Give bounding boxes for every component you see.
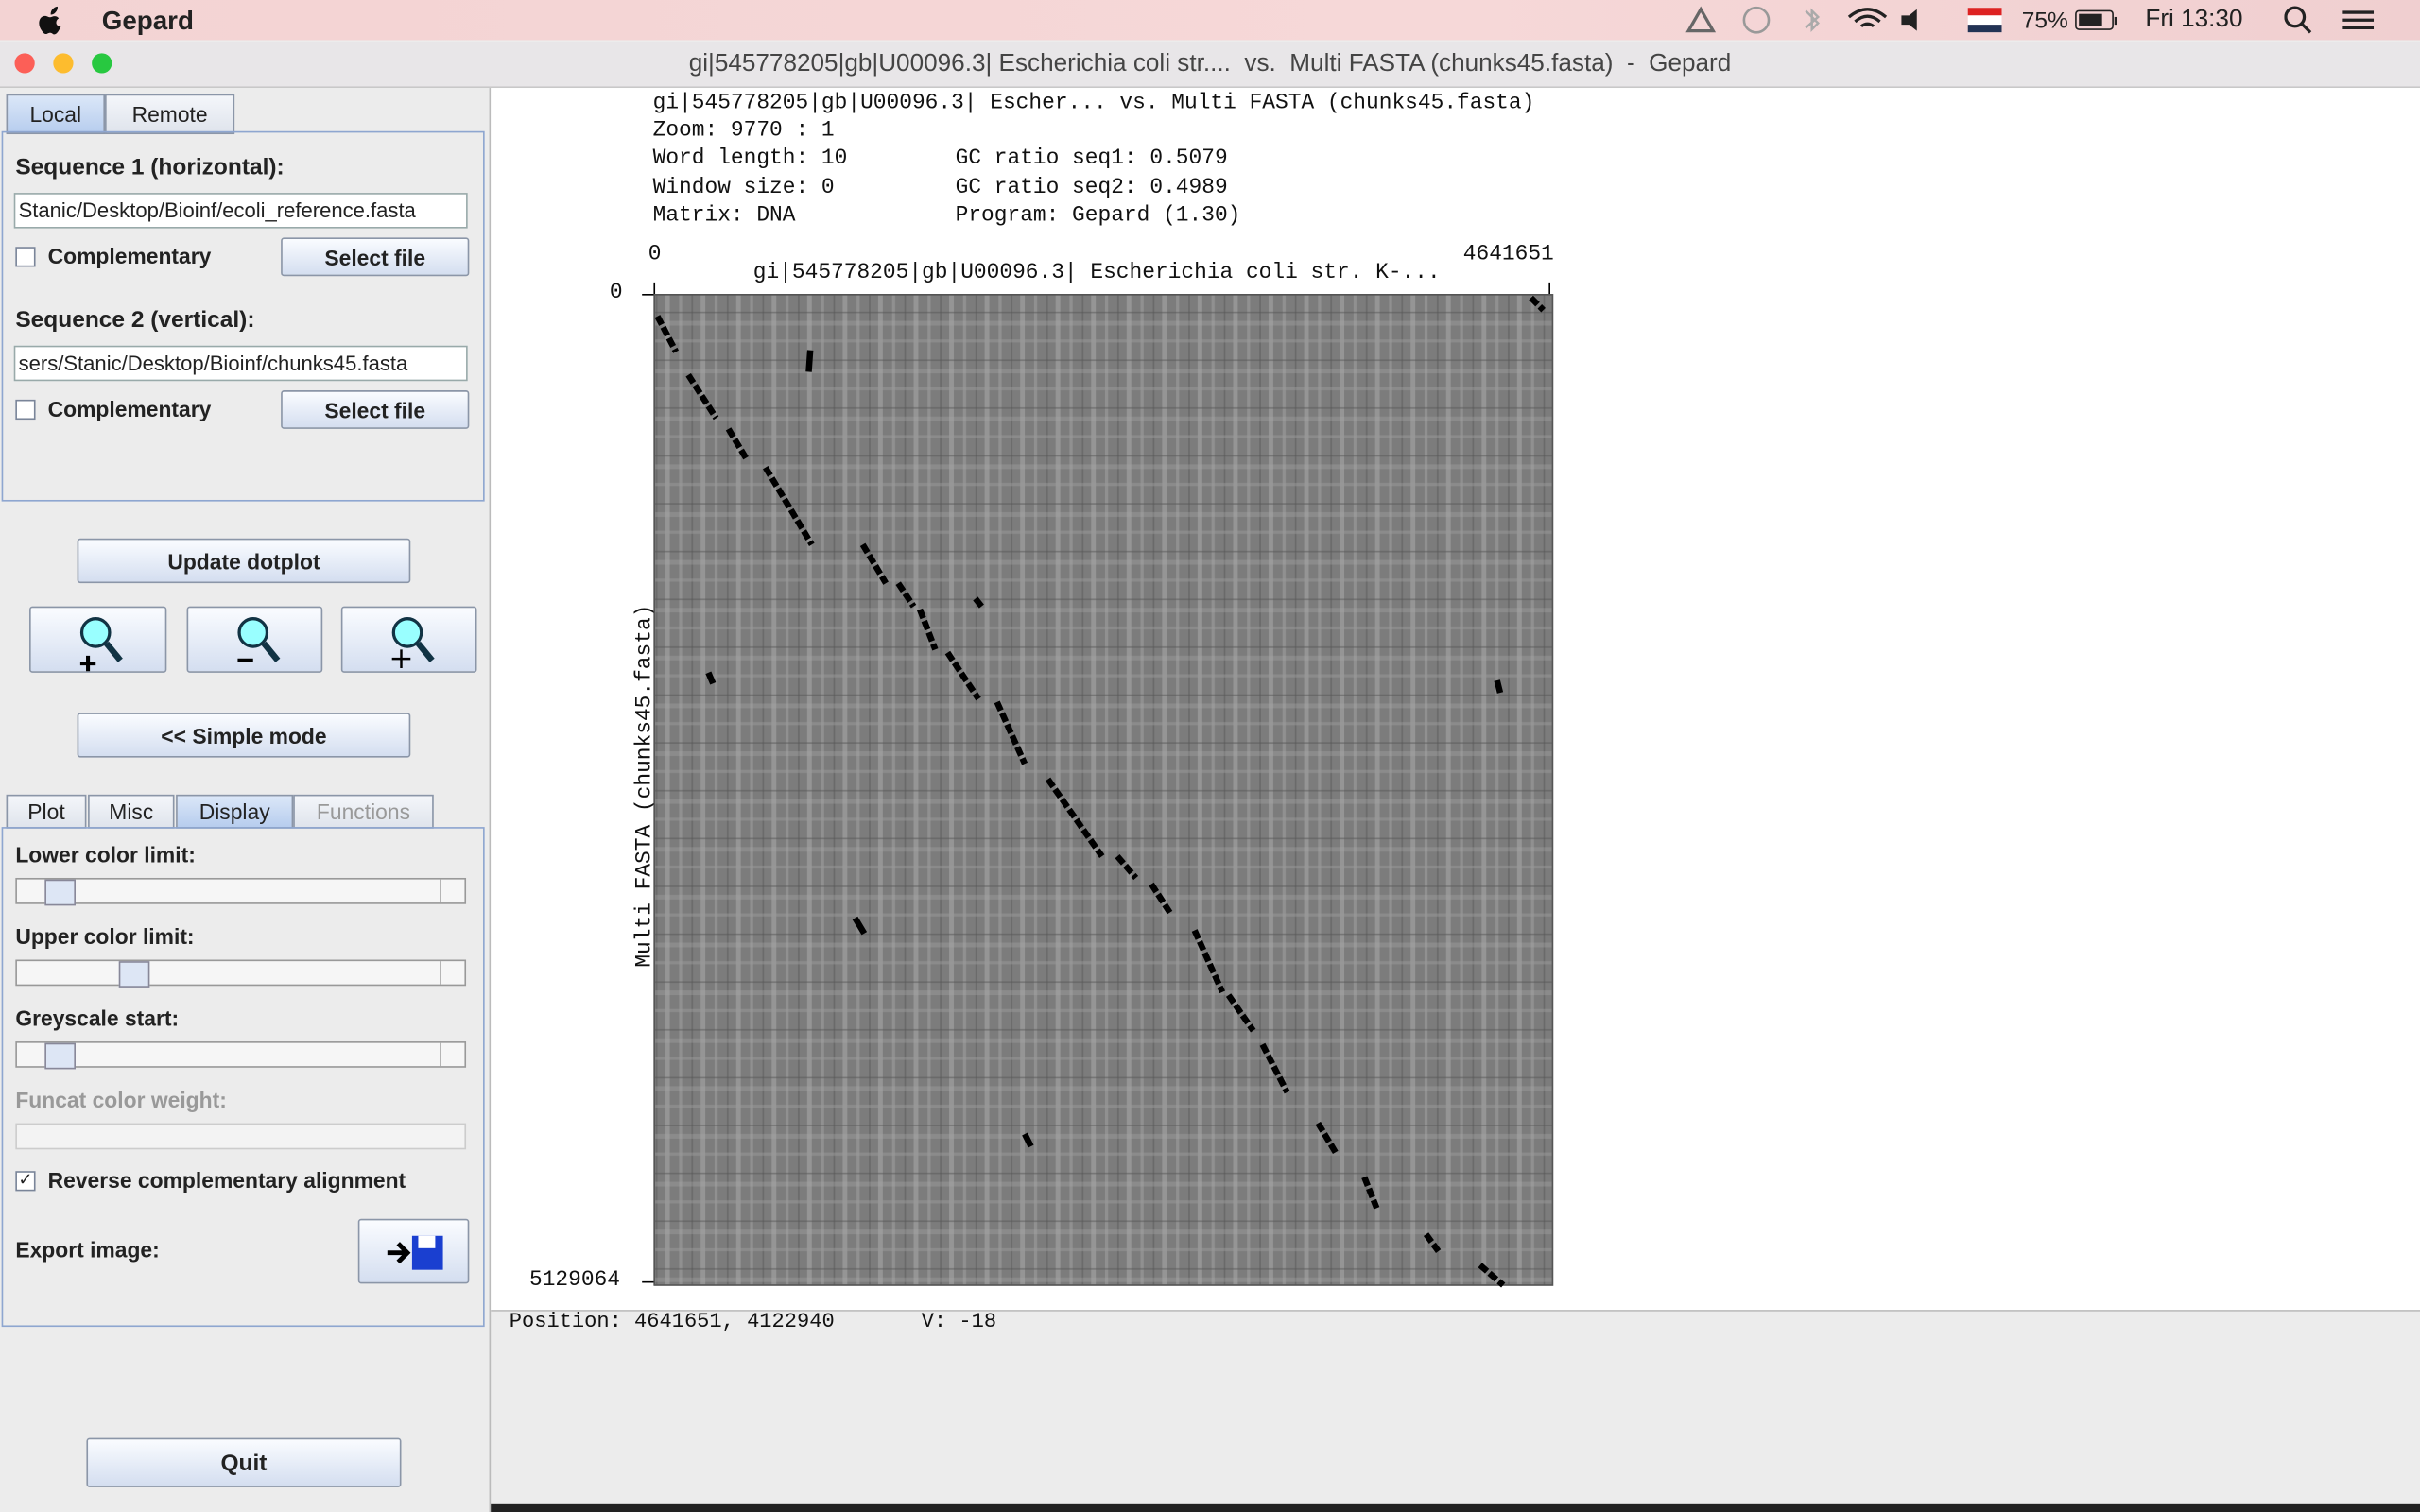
zoom-info: Zoom: 9770 : 1: [652, 118, 835, 144]
slider-end[interactable]: [440, 879, 466, 903]
seq1-select-file[interactable]: Select file: [281, 237, 470, 277]
slider-thumb[interactable]: [44, 879, 76, 906]
input-flag[interactable]: [1967, 8, 2002, 33]
screen-bottom-edge: [491, 1503, 2420, 1512]
alignment-spots: [705, 350, 1504, 1148]
seq1-path[interactable]: Stanic/Desktop/Bioinf/ecoli_reference.fa…: [13, 193, 468, 229]
seq2-complementary-checkbox[interactable]: [15, 399, 36, 421]
upper-color-slider[interactable]: [15, 959, 467, 988]
gc-seq1-info: GC ratio seq1: 0.5079: [955, 146, 1228, 172]
seq1-label: Sequence 1 (horizontal):: [15, 154, 285, 181]
seq1-complementary-checkbox[interactable]: [15, 247, 36, 267]
dotplot: [642, 282, 1554, 1288]
menu-bar: Gepard 75% Fri 13:30: [0, 0, 2420, 41]
funcat-slider: [15, 1123, 467, 1150]
reverse-checkbox[interactable]: ✓: [15, 1171, 36, 1192]
position-status: Position: 4641651, 4122940: [509, 1311, 835, 1335]
seq2-select-file[interactable]: Select file: [281, 390, 470, 429]
export-label: Export image:: [15, 1237, 160, 1263]
display-panel: [1, 827, 485, 1328]
export-icon: [387, 1235, 443, 1270]
dotplot-texture: [654, 294, 1553, 1286]
plot-panel: gi|545778205|gb|U00096.3| Escher... vs. …: [491, 88, 2420, 1312]
tab-functions[interactable]: Functions: [293, 794, 434, 829]
program-info: Program: Gepard (1.30): [955, 203, 1241, 229]
greyscale-start-label: Greyscale start:: [15, 1005, 180, 1031]
tab-plot[interactable]: Plot: [6, 794, 87, 829]
slider-end[interactable]: [440, 1042, 466, 1067]
seq2-path[interactable]: sers/Stanic/Desktop/Bioinf/chunks45.fast…: [13, 345, 468, 382]
slider-thumb[interactable]: [118, 961, 150, 988]
volume-icon[interactable]: [1901, 9, 1917, 31]
time-machine-icon[interactable]: [1742, 6, 1771, 34]
slider-end[interactable]: [440, 961, 466, 985]
upper-color-limit-label: Upper color limit:: [15, 923, 195, 950]
tab-display[interactable]: Display: [176, 794, 294, 829]
seq2-complementary-label[interactable]: Complementary: [47, 396, 212, 421]
matrix-info: Matrix: DNA: [652, 203, 796, 229]
notification-icon[interactable]: [2342, 10, 2375, 30]
x-start-label: 0: [648, 242, 662, 267]
apple-logo[interactable]: [37, 6, 64, 36]
zoom-in-button[interactable]: [29, 606, 167, 673]
battery-percent[interactable]: 75%: [2021, 8, 2068, 34]
window-title: gi|545778205|gb|U00096.3| Escherichia co…: [688, 50, 1732, 77]
menu-extras: [2284, 6, 2375, 34]
word-length-info: Word length: 10: [652, 146, 848, 172]
battery-icon[interactable]: [2074, 9, 2120, 32]
export-button[interactable]: [357, 1218, 470, 1284]
plot-header: gi|545778205|gb|U00096.3| Escher... vs. …: [652, 91, 1535, 116]
update-dotplot-button[interactable]: Update dotplot: [77, 538, 411, 584]
spotlight-icon[interactable]: [2284, 6, 2307, 28]
y-end-label: 5129064: [529, 1268, 621, 1294]
app-name[interactable]: Gepard: [101, 6, 194, 36]
status-icons: [1685, 6, 1917, 34]
lower-color-limit-label: Lower color limit:: [15, 842, 196, 868]
wifi-icon[interactable]: [1847, 8, 1888, 28]
window-size-info: Window size: 0: [652, 176, 835, 201]
tab-remote[interactable]: Remote: [105, 94, 235, 135]
greyscale-slider[interactable]: [15, 1041, 467, 1070]
zoom-in-icon: [79, 617, 123, 672]
lower-color-slider[interactable]: [15, 877, 467, 906]
zoom-fit-button[interactable]: [340, 606, 477, 673]
minimize-button[interactable]: [53, 53, 74, 74]
y-start-label: 0: [609, 281, 623, 306]
seq1-complementary-label[interactable]: Complementary: [47, 243, 212, 269]
spotlight-handle: [2300, 22, 2312, 34]
zoom-out-icon: [237, 617, 281, 662]
clock[interactable]: Fri 13:30: [2145, 6, 2243, 33]
dotplot-frame: [653, 294, 1554, 1286]
value-status: V: -18: [921, 1311, 997, 1335]
quit-button[interactable]: Quit: [86, 1437, 402, 1487]
zoom-out-button[interactable]: [186, 606, 323, 673]
bluetooth-icon[interactable]: [1805, 8, 1821, 32]
close-button[interactable]: [14, 53, 35, 74]
simple-mode-button[interactable]: << Simple mode: [77, 713, 411, 758]
gc-seq2-info: GC ratio seq2: 0.4989: [955, 176, 1228, 201]
window-controls: [14, 53, 112, 74]
reverse-label[interactable]: Reverse complementary alignment: [47, 1167, 406, 1194]
zoom-fit-icon: [391, 617, 435, 668]
sidebar: Local Remote Sequence 1 (horizontal): St…: [0, 88, 492, 1512]
tab-local[interactable]: Local: [6, 94, 106, 135]
tab-misc[interactable]: Misc: [88, 794, 175, 829]
x-axis-title: gi|545778205|gb|U00096.3| Escherichia co…: [752, 260, 1441, 286]
sequence-panel: [1, 130, 485, 502]
x-end-label: 4641651: [1462, 242, 1554, 267]
seq2-label: Sequence 2 (vertical):: [15, 306, 255, 334]
slider-thumb[interactable]: [44, 1042, 76, 1070]
window-title-bar: gi|545778205|gb|U00096.3| Escherichia co…: [0, 42, 2420, 89]
zoom-button[interactable]: [92, 53, 112, 74]
drive-icon[interactable]: [1685, 6, 1717, 33]
funcat-weight-label: Funcat color weight:: [15, 1088, 227, 1113]
alignment-diagonal: [654, 295, 1546, 1288]
